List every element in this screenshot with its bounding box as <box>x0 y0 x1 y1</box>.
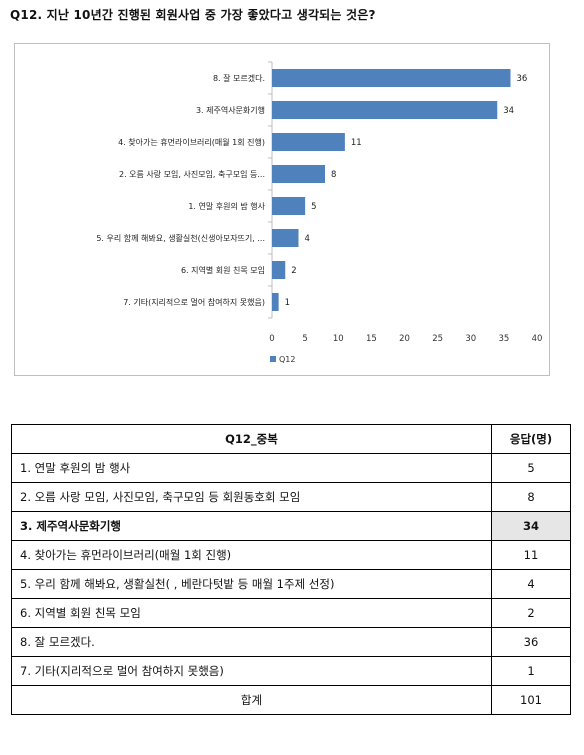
row-count: 11 <box>491 540 571 570</box>
row-item: 2. 오름 사랑 모임, 사진모임, 축구모임 등 회원동호회 모임 <box>11 482 492 512</box>
data-label: 11 <box>351 138 362 148</box>
category-label: 7. 기타(지리적으로 멀어 참여하지 못했음) <box>123 297 265 307</box>
row-count: 8 <box>491 482 571 512</box>
data-label: 2 <box>291 266 296 276</box>
x-tick-label: 40 <box>532 334 543 344</box>
category-label: 4. 찾아가는 휴먼라이브러리(매월 1회 진행) <box>118 137 265 147</box>
x-tick-label: 5 <box>302 334 307 344</box>
category-label: 8. 잘 모르겠다. <box>213 73 265 83</box>
bar <box>272 197 306 215</box>
table-row: 3. 제주역사문화기행 34 <box>11 511 571 541</box>
total-value: 101 <box>491 685 571 715</box>
data-label: 8 <box>331 170 336 180</box>
category-label: 5. 우리 함께 해봐요, 생활실천(신생아모자뜨기, ... <box>96 233 265 243</box>
bar <box>272 293 279 311</box>
legend-swatch <box>270 356 276 362</box>
row-item: 8. 잘 모르겠다. <box>11 627 492 657</box>
x-tick-label: 25 <box>432 334 443 344</box>
data-label: 4 <box>305 234 310 244</box>
x-tick-label: 10 <box>333 334 344 344</box>
row-count: 1 <box>491 656 571 686</box>
category-label: 6. 지역별 회원 친목 모임 <box>181 265 265 275</box>
table-row: 5. 우리 함께 해봐요, 생활실천( , 베란다텃밭 등 매월 1주제 선정)… <box>11 569 571 599</box>
total-label: 합계 <box>11 685 492 715</box>
header-item: Q12_중복 <box>11 424 492 454</box>
table-row: 4. 찾아가는 휴먼라이브러리(매월 1회 진행) 11 <box>11 540 571 570</box>
bar <box>272 69 511 87</box>
data-label: 36 <box>517 74 528 84</box>
row-item: 6. 지역별 회원 친목 모임 <box>11 598 492 628</box>
bar <box>272 133 345 151</box>
category-label: 3. 제주역사문화기행 <box>196 105 265 115</box>
x-tick-label: 30 <box>465 334 476 344</box>
table-row: 2. 오름 사랑 모임, 사진모임, 축구모임 등 회원동호회 모임 8 <box>11 482 571 512</box>
results-table: Q12_중복 응답(명) 1. 연말 후원의 밤 행사 5 2. 오름 사랑 모임,… <box>11 424 571 715</box>
row-count: 4 <box>491 569 571 599</box>
table-row: 8. 잘 모르겠다. 36 <box>11 627 571 657</box>
row-count: 36 <box>491 627 571 657</box>
header-count: 응답(명) <box>491 424 571 454</box>
row-item: 7. 기타(지리적으로 멀어 참여하지 못했음) <box>11 656 492 686</box>
x-tick-label: 0 <box>269 334 274 344</box>
table-row: 1. 연말 후원의 밤 행사 5 <box>11 453 571 483</box>
chart-container: 8. 잘 모르겠다. 36 3. 제주역사문화기행 34 4. 찾아가는 휴먼라이브러리… <box>14 43 550 376</box>
row-item: 3. 제주역사문화기행 <box>11 511 492 541</box>
row-count: 34 <box>491 511 571 541</box>
row-count: 5 <box>491 453 571 483</box>
row-count: 2 <box>491 598 571 628</box>
table-row: 6. 지역별 회원 친목 모임 2 <box>11 598 571 628</box>
bar <box>272 261 286 279</box>
bar <box>272 229 299 247</box>
total-row: 합계 101 <box>11 685 571 715</box>
x-tick-label: 20 <box>399 334 410 344</box>
x-tick-label: 15 <box>366 334 377 344</box>
legend-label: Q12 <box>279 355 295 364</box>
row-item: 5. 우리 함께 해봐요, 생활실천( , 베란다텃밭 등 매월 1주제 선정) <box>11 569 492 599</box>
table-header-row: Q12_중복 응답(명) <box>11 424 571 454</box>
category-label: 1. 연말 후원의 밤 행사 <box>188 201 265 211</box>
row-item: 1. 연말 후원의 밤 행사 <box>11 453 492 483</box>
bar <box>272 101 498 119</box>
bar-chart: 8. 잘 모르겠다. 36 3. 제주역사문화기행 34 4. 찾아가는 휴먼라이브러리… <box>96 61 543 364</box>
bar <box>272 165 325 183</box>
question-title: Q12. 지난 10년간 진행된 회원사업 중 가장 좋았다고 생각되는 것은? <box>10 8 376 22</box>
table-body: 1. 연말 후원의 밤 행사 5 2. 오름 사랑 모임, 사진모임, 축구모임 등… <box>11 453 571 715</box>
data-label: 5 <box>311 202 316 212</box>
data-label: 1 <box>285 298 290 308</box>
category-label: 2. 오름 사랑 모임, 사진모임, 축구모임 등... <box>119 169 265 179</box>
data-label: 34 <box>503 106 514 116</box>
x-tick-label: 35 <box>498 334 509 344</box>
row-item: 4. 찾아가는 휴먼라이브러리(매월 1회 진행) <box>11 540 492 570</box>
table-row: 7. 기타(지리적으로 멀어 참여하지 못했음) 1 <box>11 656 571 686</box>
